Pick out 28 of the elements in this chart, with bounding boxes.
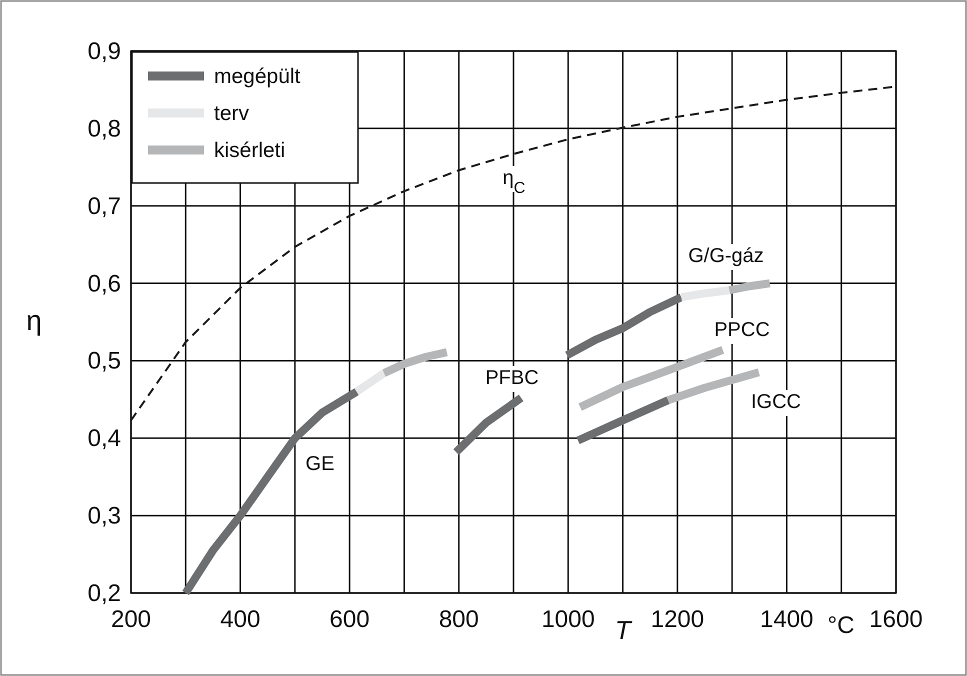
- x-tick-label: 600: [330, 606, 370, 633]
- x-tick-label: 1400: [760, 606, 814, 633]
- y-tick-label: 0,9: [88, 38, 121, 65]
- annotation: G/G-gáz: [688, 245, 764, 267]
- y-tick-label: 0,8: [88, 115, 121, 142]
- y-tick-label: 0,4: [88, 425, 121, 452]
- y-tick-label: 0,7: [88, 192, 121, 220]
- annotation: PFBC: [485, 367, 539, 389]
- annotation: η$_{C}$: [502, 167, 526, 196]
- x-tick-label: 800: [438, 606, 479, 633]
- y-tick-label: 0,3: [88, 502, 121, 530]
- x-tick-label: 1600: [869, 606, 923, 633]
- x-tick-label: 1000: [541, 606, 595, 633]
- y-tick-label: 0,5: [88, 348, 121, 375]
- x-axis-title: T: [614, 615, 633, 645]
- x-tick-label: 1200: [650, 606, 704, 633]
- legend-label: terv: [214, 102, 250, 125]
- annotation: GE: [306, 453, 334, 475]
- text: °C: [828, 612, 854, 639]
- y-tick-label: 0,6: [88, 270, 121, 298]
- legend-label: kisérleti: [214, 139, 286, 162]
- x-tick-label: 400: [220, 606, 260, 633]
- legend-label: megépült: [214, 65, 301, 88]
- y-axis-title: η: [26, 305, 42, 336]
- y-tick-label: 0,2: [88, 580, 121, 607]
- annotation: IGCC: [751, 391, 801, 413]
- annotation: PPCC: [714, 319, 770, 341]
- x-tick-label: 200: [110, 606, 152, 633]
